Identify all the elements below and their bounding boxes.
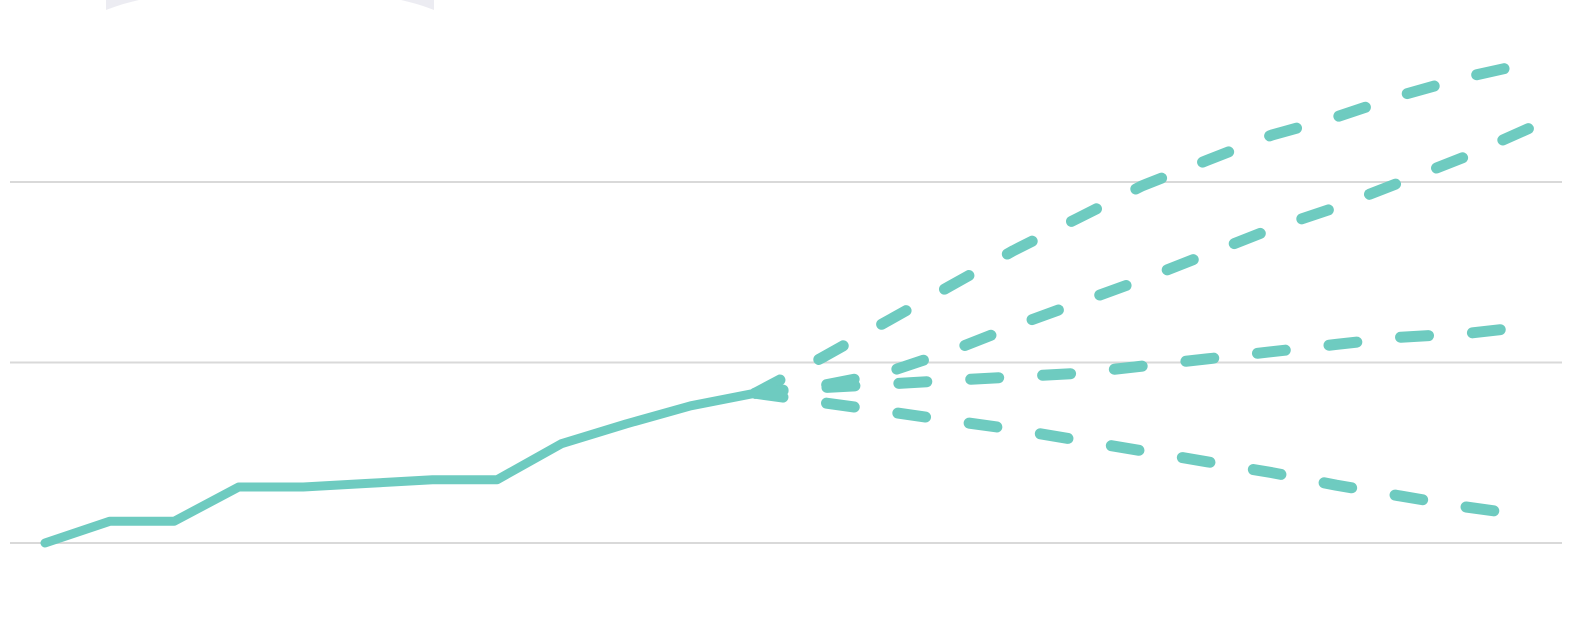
projection-line-3: [749, 320, 1536, 399]
projection-line-1: [749, 57, 1536, 399]
projection-line-2: [749, 122, 1536, 399]
series-lines: [40, 57, 1536, 548]
gridlines: [10, 181, 1562, 544]
history-line: [40, 388, 760, 548]
partial-badge-shape: [106, 0, 434, 10]
projection-line-4: [749, 387, 1536, 522]
